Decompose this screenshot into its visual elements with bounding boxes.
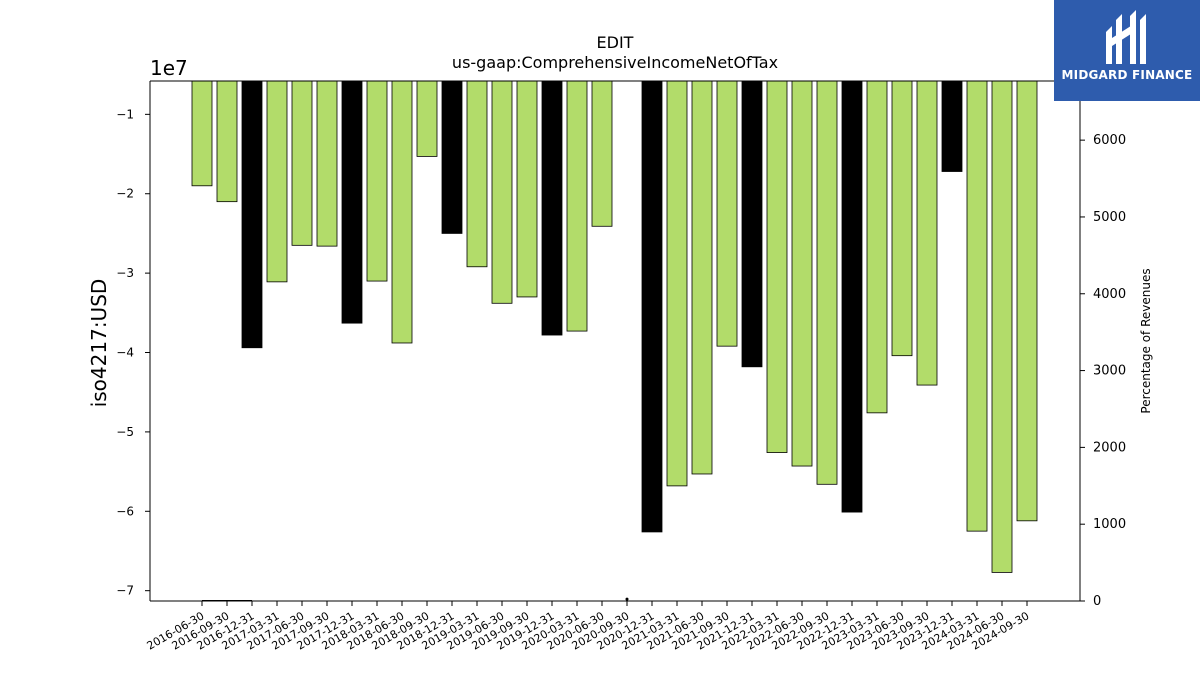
midgard-finance-logo: MIDGARD FINANCE: [1054, 0, 1200, 101]
midgard-logo-icon: [1106, 10, 1146, 64]
y-axis-label: iso4217:USD: [87, 279, 111, 408]
y-tick-label: −6: [116, 504, 134, 518]
bar-2017-03-31: [266, 80, 288, 283]
pct-revenues-point: [625, 597, 629, 601]
bar-2016-06-30: [191, 80, 213, 187]
y2-tick-label: 5000: [1093, 210, 1126, 225]
bar-2016-09-30: [216, 80, 238, 203]
percentage-of-revenues-series: [202, 597, 629, 602]
y-tick-label: −2: [116, 187, 134, 201]
y2-tick-label: 3000: [1093, 364, 1126, 379]
bar-2023-06-30: [891, 80, 913, 357]
bar-2022-06-30: [791, 80, 813, 467]
bar-2022-03-31: [766, 80, 788, 453]
bar-2018-03-31: [366, 80, 388, 282]
bar-2017-09-30: [316, 80, 338, 247]
bar-2023-12-31: [941, 80, 963, 172]
bar-2018-06-30: [391, 80, 413, 344]
bar-2022-12-31: [841, 80, 863, 513]
bar-2021-09-30: [716, 80, 738, 347]
y-offset-label: 1e7: [150, 56, 188, 80]
y2-tick-label: 1000: [1093, 517, 1126, 532]
y-tick-label: −1: [116, 107, 134, 121]
bar-2017-06-30: [291, 80, 313, 246]
bar-2020-06-30: [591, 80, 613, 227]
bar-2023-09-30: [916, 80, 938, 386]
y-tick-label: −7: [116, 584, 134, 598]
bars-layer: [191, 80, 1038, 573]
bar-2024-09-30: [1016, 80, 1038, 522]
y-tick-label: −4: [116, 346, 134, 360]
y2-tick-label: 6000: [1093, 133, 1126, 148]
bar-2019-06-30: [491, 80, 513, 304]
y2-axis-label: Percentage of Revenues: [1139, 268, 1153, 413]
bar-2022-09-30: [816, 80, 838, 485]
bar-2021-06-30: [691, 80, 713, 475]
bar-2020-12-31: [641, 80, 663, 533]
bar-2021-12-31: [741, 80, 763, 368]
bar-2019-12-31: [541, 80, 563, 336]
bar-2017-12-31: [341, 80, 363, 324]
bar-2019-09-30: [516, 80, 538, 298]
bar-2021-03-31: [666, 80, 688, 487]
bar-2016-12-31: [241, 80, 263, 349]
chart-subtitle: us-gaap:ComprehensiveIncomeNetOfTax: [452, 53, 778, 72]
logo-text: MIDGARD FINANCE: [1061, 68, 1193, 82]
bar-2024-06-30: [991, 80, 1013, 573]
y2-tick-label: 2000: [1093, 440, 1126, 455]
y-tick-label: −3: [116, 266, 134, 280]
y2-tick-label: 4000: [1093, 287, 1126, 302]
bar-2018-09-30: [416, 80, 438, 157]
y-tick-label: −5: [116, 425, 134, 439]
bar-2018-12-31: [441, 80, 463, 234]
axes: −1−2−3−4−5−6−701000200030004000500060002…: [116, 80, 1126, 653]
chart-title: EDIT: [597, 33, 634, 52]
bar-2020-03-31: [566, 80, 588, 332]
y2-tick-label: 0: [1093, 594, 1101, 609]
bar-2023-03-31: [866, 80, 888, 414]
bar-2024-03-31: [966, 80, 988, 532]
bar-2019-03-31: [466, 80, 488, 268]
